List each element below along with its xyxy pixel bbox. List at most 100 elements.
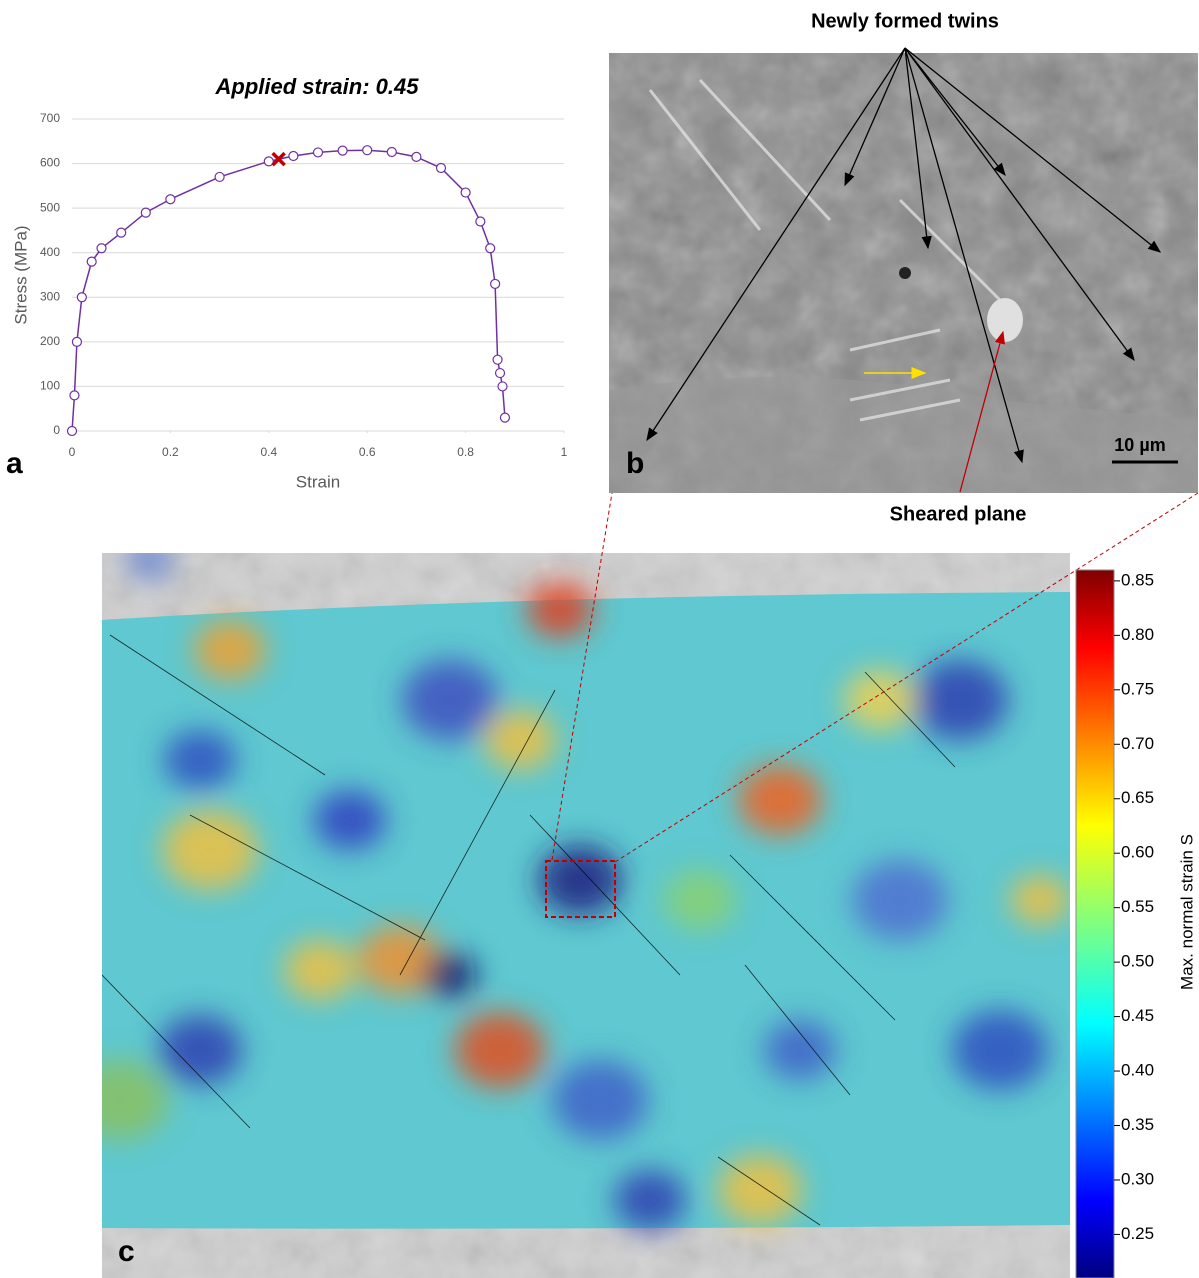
y-tick-label: 300 [40,289,60,303]
annotation: Sheared plane [890,503,1027,525]
colorbar-tick-label: 0.70 [1121,734,1154,753]
map-texture [454,1012,546,1088]
panel-label: c [118,1235,135,1268]
point [497,381,508,392]
point [86,256,97,267]
point [140,207,151,218]
map-texture [314,790,386,850]
point [312,147,324,158]
y-tick-label: 100 [40,379,60,393]
map-texture [538,845,622,915]
y-tick-label: 500 [40,200,60,214]
point [411,151,422,162]
map-texture [484,710,556,770]
map-texture [284,940,356,1000]
point [71,336,83,347]
y-axis-label: Stress (MPa) [11,225,30,324]
map-texture [614,1170,686,1230]
map-texture [844,670,916,730]
point [96,243,107,254]
colorbar-tick-label: 0.60 [1121,843,1154,862]
zoom-line [614,492,1199,863]
point [485,243,496,254]
y-tick-label: 0 [53,423,60,437]
colorbar-tick-label: 0.35 [1121,1115,1154,1134]
map-texture [764,1020,836,1080]
y-tick-label: 600 [40,156,60,170]
colorbar-tick-label: 0.25 [1121,1224,1154,1243]
point [492,354,503,365]
point [69,390,80,401]
y-tick-label: 200 [40,334,60,348]
colorbar [1075,569,1115,1278]
panel-label: b [626,447,644,480]
map-texture [552,1060,648,1140]
colorbar-tick-label: 0.40 [1121,1061,1154,1080]
point [288,150,299,162]
point [386,146,397,158]
x-tick-label: 0.8 [457,445,474,459]
map-texture [194,620,266,680]
chart-title: Applied strain: 0.45 [215,74,420,99]
annotation-title: Newly formed twins [811,10,999,32]
sem-image [609,53,1198,493]
red-arrow [959,330,1005,493]
point [337,145,348,156]
map-texture [526,582,594,638]
highlight-marker [271,151,286,167]
x-tick-label: 0 [69,445,76,459]
map-texture [162,810,258,890]
point [66,425,78,437]
y-tick-label: 400 [40,245,60,259]
map-texture [158,1015,242,1085]
curve [71,149,506,432]
point [165,194,176,205]
colorbar-tick-label: 0.55 [1121,897,1154,916]
panel-label: a [6,447,23,480]
point [76,292,87,303]
scale-bar-label: 10 µm [1114,435,1165,455]
map-texture [423,953,477,997]
map-texture [852,860,948,940]
point [214,171,225,183]
point [475,216,486,227]
point [494,367,506,379]
map-texture [738,765,822,835]
strain-map [102,553,1070,1278]
point [116,227,127,238]
x-tick-label: 0.4 [260,445,277,459]
map-texture [664,870,736,930]
zoom-line [551,492,613,861]
map-texture [102,1060,168,1140]
colorbar-tick-label: 0.50 [1121,952,1154,971]
point [499,412,511,423]
point [435,162,447,174]
x-tick-label: 0.6 [359,445,376,459]
x-axis-label: Strain [296,472,340,491]
map-texture [952,1010,1048,1090]
colorbar-tick-label: 0.30 [1121,1169,1154,1188]
colorbar-tick-label: 0.75 [1121,679,1154,698]
arrows [646,47,1162,464]
map-texture [402,660,498,740]
map-texture [164,730,236,790]
colorbar-label: Max. normal strain S [1177,834,1196,990]
y-tick-label: 700 [40,111,60,125]
point [490,278,501,290]
map-texture [1010,875,1070,925]
map-texture [358,925,442,995]
point [362,145,373,156]
colorbar-tick-label: 0.45 [1121,1006,1154,1025]
x-tick-label: 0.2 [162,445,179,459]
map-texture [912,660,1008,740]
colorbar-tick-label: 0.80 [1121,625,1154,644]
point [263,156,274,167]
colorbar-tick-label: 0.85 [1121,570,1154,589]
map-texture [718,1155,802,1225]
map-texture [126,553,174,580]
point [460,187,471,198]
colorbar-tick-label: 0.65 [1121,788,1154,807]
zoom-box [545,860,616,918]
x-tick-label: 1 [561,445,568,459]
